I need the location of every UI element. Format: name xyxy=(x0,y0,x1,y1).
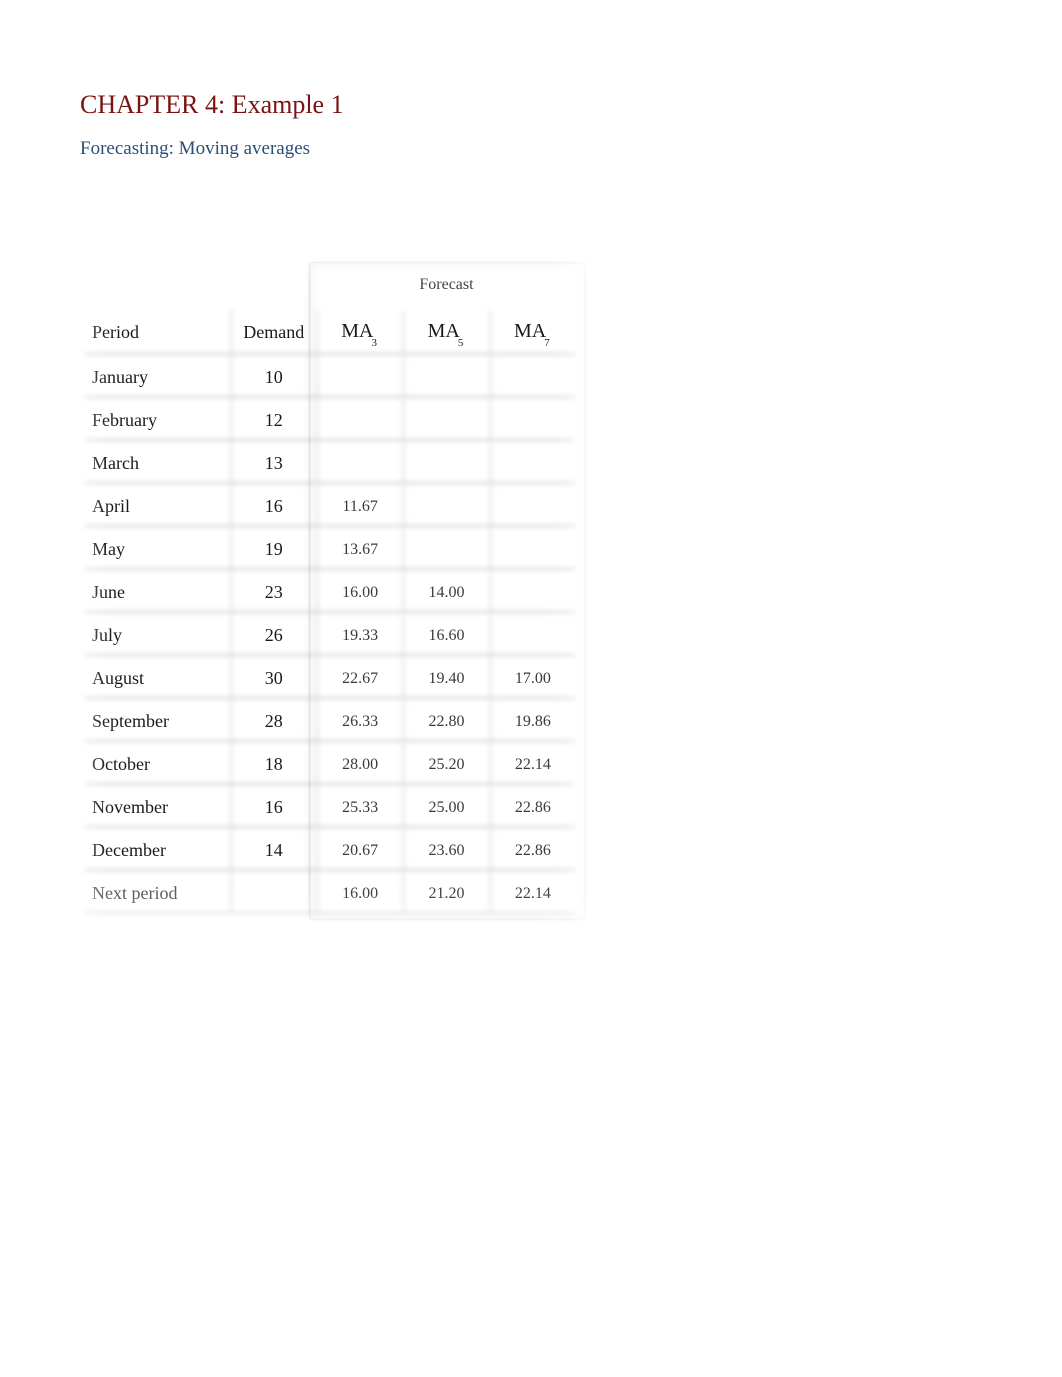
cell-ma3: 28.00 xyxy=(321,748,399,781)
table-row: October1828.0025.20 22.14 xyxy=(88,748,572,781)
table-row: June2316.0014.00 xyxy=(88,576,572,609)
table-row: July2619.3316.60 xyxy=(88,619,572,652)
cell-ma7: 22.14 xyxy=(494,877,572,910)
cell-ma3: 25.33 xyxy=(321,791,399,824)
cell-period: March xyxy=(88,447,227,480)
cell-demand: 26 xyxy=(235,619,313,652)
cell-ma5 xyxy=(407,533,485,566)
spacer-cell xyxy=(88,270,227,304)
cell-ma7: 19.86 xyxy=(494,705,572,738)
cell-period: February xyxy=(88,404,227,437)
cell-ma3: 20.67 xyxy=(321,834,399,867)
cell-ma3 xyxy=(321,447,399,480)
table-row: February12 xyxy=(88,404,572,437)
cell-ma5: 22.80 xyxy=(407,705,485,738)
page-title: CHAPTER 4: Example 1 xyxy=(80,90,982,120)
cell-ma5: 21.20 xyxy=(407,877,485,910)
page-subtitle: Forecasting: Moving averages xyxy=(80,138,982,160)
table-header-row: Period Demand MA3 MA5 MA7 xyxy=(88,314,572,351)
cell-demand: 28 xyxy=(235,705,313,738)
cell-ma3: 16.00 xyxy=(321,576,399,609)
forecast-table: Forecast Period Demand MA3 MA5 MA7 Janua… xyxy=(80,260,580,920)
cell-period: April xyxy=(88,490,227,523)
cell-ma3: 11.67 xyxy=(321,490,399,523)
table-row: January10 xyxy=(88,361,572,394)
ma3-base: MA xyxy=(341,320,373,342)
ma7-base: MA xyxy=(514,320,546,342)
ma3-sub: 3 xyxy=(371,337,377,349)
cell-demand: 19 xyxy=(235,533,313,566)
cell-period: December xyxy=(88,834,227,867)
col-header-demand: Demand xyxy=(235,314,313,351)
cell-period: November xyxy=(88,791,227,824)
cell-ma3 xyxy=(321,404,399,437)
cell-demand xyxy=(235,877,313,910)
ma7-sub: 7 xyxy=(544,337,550,349)
table-row: May1913.67 xyxy=(88,533,572,566)
cell-ma3: 13.67 xyxy=(321,533,399,566)
col-header-period: Period xyxy=(88,314,227,351)
cell-period: Next period xyxy=(88,877,227,910)
cell-period: October xyxy=(88,748,227,781)
cell-ma5: 25.20 xyxy=(407,748,485,781)
cell-ma5: 25.00 xyxy=(407,791,485,824)
cell-ma5 xyxy=(407,361,485,394)
cell-ma7 xyxy=(494,490,572,523)
forecast-group-label: Forecast xyxy=(321,270,572,304)
cell-demand: 16 xyxy=(235,490,313,523)
cell-ma5: 19.40 xyxy=(407,662,485,695)
cell-demand: 14 xyxy=(235,834,313,867)
table-row: March13 xyxy=(88,447,572,480)
cell-period: July xyxy=(88,619,227,652)
cell-ma7 xyxy=(494,619,572,652)
cell-demand: 12 xyxy=(235,404,313,437)
cell-ma7: 17.00 xyxy=(494,662,572,695)
cell-period: August xyxy=(88,662,227,695)
spacer-cell xyxy=(235,270,313,304)
cell-ma7: 22.14 xyxy=(494,748,572,781)
cell-demand: 23 xyxy=(235,576,313,609)
cell-demand: 10 xyxy=(235,361,313,394)
cell-demand: 18 xyxy=(235,748,313,781)
cell-demand: 16 xyxy=(235,791,313,824)
ma5-sub: 5 xyxy=(458,337,464,349)
table-row: April1611.67 xyxy=(88,490,572,523)
cell-ma3: 26.33 xyxy=(321,705,399,738)
table-row: November1625.3325.00 22.86 xyxy=(88,791,572,824)
table-row: August3022.6719.40 17.00 xyxy=(88,662,572,695)
cell-ma7: 22.86 xyxy=(494,791,572,824)
cell-ma3: 16.00 xyxy=(321,877,399,910)
cell-ma5 xyxy=(407,490,485,523)
cell-ma5: 14.00 xyxy=(407,576,485,609)
cell-period: September xyxy=(88,705,227,738)
page: CHAPTER 4: Example 1 Forecasting: Moving… xyxy=(0,0,1062,960)
table-row: December1420.6723.60 22.86 xyxy=(88,834,572,867)
table-row: September2826.3322.80 19.86 xyxy=(88,705,572,738)
cell-period: January xyxy=(88,361,227,394)
cell-period: June xyxy=(88,576,227,609)
cell-demand: 30 xyxy=(235,662,313,695)
cell-ma3: 22.67 xyxy=(321,662,399,695)
cell-demand: 13 xyxy=(235,447,313,480)
cell-ma7: 22.86 xyxy=(494,834,572,867)
cell-ma5 xyxy=(407,404,485,437)
cell-ma7 xyxy=(494,447,572,480)
cell-ma3 xyxy=(321,361,399,394)
table-row: Next period 16.0021.20 22.14 xyxy=(88,877,572,910)
cell-ma5: 16.60 xyxy=(407,619,485,652)
cell-ma5 xyxy=(407,447,485,480)
cell-ma7 xyxy=(494,404,572,437)
col-header-ma3: MA3 xyxy=(321,314,399,351)
cell-ma3: 19.33 xyxy=(321,619,399,652)
cell-period: May xyxy=(88,533,227,566)
ma5-base: MA xyxy=(428,320,460,342)
cell-ma7 xyxy=(494,533,572,566)
forecast-group-header-row: Forecast xyxy=(88,270,572,304)
col-header-ma7: MA7 xyxy=(494,314,572,351)
cell-ma7 xyxy=(494,361,572,394)
cell-ma5: 23.60 xyxy=(407,834,485,867)
forecast-table-wrap: Forecast Period Demand MA3 MA5 MA7 Janua… xyxy=(80,260,580,920)
cell-ma7 xyxy=(494,576,572,609)
col-header-ma5: MA5 xyxy=(407,314,485,351)
